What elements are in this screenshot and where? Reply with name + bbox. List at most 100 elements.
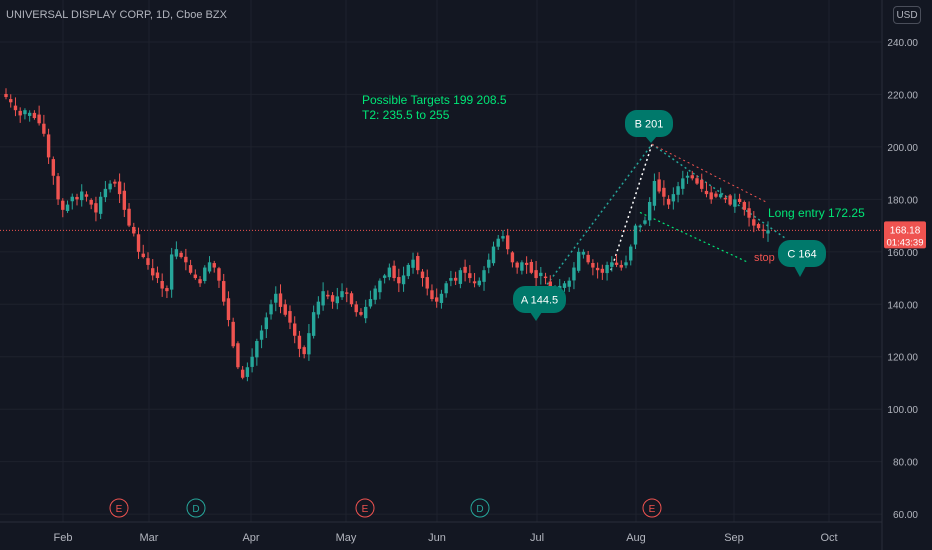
candle-body	[65, 204, 70, 212]
resistance-line	[651, 143, 767, 203]
candle-body	[293, 323, 297, 336]
candle-body	[174, 249, 179, 257]
candle-body	[619, 264, 623, 268]
candle-body	[610, 262, 614, 267]
y-tick-label: 100.00	[887, 405, 918, 416]
x-tick-label: Feb	[54, 532, 73, 544]
candle-body	[676, 186, 680, 195]
candle-body	[18, 110, 22, 116]
targets-text-line1: Possible Targets 199 208.5	[362, 93, 507, 107]
candle-body	[534, 270, 538, 279]
candle-body	[188, 265, 193, 273]
currency-button[interactable]: USD	[893, 6, 921, 24]
candle-body	[742, 202, 747, 210]
candle-body	[364, 306, 368, 319]
candle-body	[51, 159, 56, 176]
candle-body	[690, 175, 694, 179]
candle-body	[316, 301, 321, 315]
x-tick-label: Apr	[242, 532, 259, 544]
candle-body	[245, 367, 250, 377]
candle-body	[321, 291, 325, 306]
candle-body	[718, 194, 723, 198]
candle-body	[728, 195, 732, 205]
candle-body	[539, 272, 543, 277]
candle-body	[685, 175, 690, 178]
chart-title: UNIVERSAL DISPLAY CORP, 1D, Cboe BZX	[6, 9, 227, 21]
candle-body	[629, 246, 633, 261]
candle-body	[756, 223, 761, 229]
candle-body	[747, 208, 751, 218]
candle-body	[614, 262, 619, 265]
candle-body	[638, 225, 642, 228]
y-tick-label: 200.00	[887, 143, 918, 154]
candle-body	[203, 267, 207, 282]
candle-body	[307, 333, 311, 355]
callout-b-label: B 201	[635, 119, 664, 131]
candle-body	[463, 266, 467, 273]
candle-body	[387, 267, 392, 278]
candle-body	[127, 208, 131, 226]
candle-body	[80, 191, 84, 201]
candle-body	[27, 112, 32, 116]
candle-body	[259, 330, 264, 340]
candle-body	[548, 281, 552, 289]
candle-body	[198, 279, 202, 284]
candle-body	[581, 251, 586, 255]
candle-body	[222, 281, 226, 302]
callout-c-bubble	[778, 240, 826, 267]
candle-body	[487, 259, 491, 268]
candle-body	[586, 254, 590, 263]
candle-body	[468, 273, 472, 279]
callout-c-label: C 164	[787, 249, 816, 261]
candle-body	[416, 256, 420, 271]
candle-body	[141, 253, 145, 258]
candle-body	[695, 178, 699, 184]
candle-body	[98, 196, 103, 214]
callout-a-label: A 144.5	[521, 295, 558, 307]
candle-body	[340, 291, 344, 298]
dividend-marker-label: D	[192, 504, 199, 515]
candle-body	[13, 105, 18, 111]
candle-body	[733, 199, 737, 207]
x-tick-label: Sep	[724, 532, 744, 544]
candle-body	[430, 290, 434, 300]
candle-body	[572, 267, 576, 281]
candle-body	[359, 312, 363, 315]
callout-a-pointer	[530, 312, 542, 321]
candle-body	[411, 259, 415, 268]
candle-body	[335, 296, 340, 304]
x-tick-label: Oct	[820, 532, 837, 544]
grid	[0, 0, 882, 522]
candle-body	[671, 194, 676, 202]
candle-body	[212, 263, 216, 268]
candle-body	[236, 343, 240, 368]
callout-a-bubble	[513, 286, 566, 313]
candle-body	[184, 256, 188, 263]
candle-body	[132, 226, 136, 234]
candle-body	[434, 297, 439, 302]
candle-body	[700, 179, 704, 189]
candle-body	[160, 281, 164, 289]
candle-body	[505, 235, 510, 250]
y-tick-label: 60.00	[893, 510, 918, 521]
y-tick-label: 120.00	[887, 353, 918, 364]
candle-body	[368, 299, 373, 307]
candle-body	[84, 194, 89, 197]
candle-body	[240, 369, 245, 378]
candle-body	[647, 201, 652, 221]
candle-body	[89, 199, 93, 205]
candle-body	[297, 335, 302, 349]
annotations: Possible Targets 199 208.5T2: 235.5 to 2…	[109, 93, 865, 518]
candle-body	[425, 277, 429, 289]
dividend-marker	[186, 498, 206, 518]
y-tick-label: 240.00	[887, 38, 918, 49]
candle-body	[543, 276, 548, 279]
price-tag-value: 168.18	[890, 225, 921, 236]
candle-body	[643, 220, 647, 224]
stop-text: stop	[754, 252, 775, 264]
candle-body	[439, 293, 444, 303]
candle-body	[155, 272, 160, 279]
candle-body	[652, 180, 657, 206]
